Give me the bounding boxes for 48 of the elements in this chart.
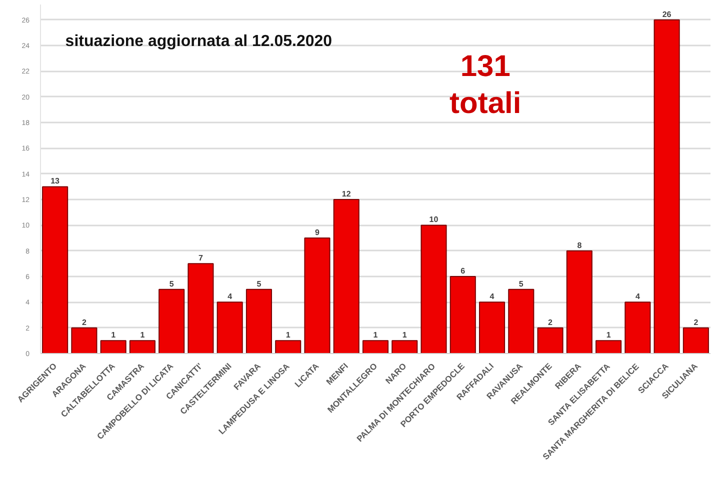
bar: [682, 327, 709, 354]
bar: [596, 340, 622, 354]
bar: [304, 238, 330, 354]
bar: [362, 340, 389, 354]
bar: [42, 186, 68, 354]
data-label: 5: [256, 279, 262, 288]
data-label: 1: [286, 330, 291, 340]
data-label: 4: [635, 292, 640, 302]
data-label: 6: [460, 266, 466, 276]
bar: [188, 263, 214, 354]
bar: [333, 199, 360, 354]
bar: [450, 276, 476, 354]
bar: [420, 224, 447, 354]
bar: [537, 327, 564, 354]
bar: [566, 250, 592, 354]
data-label: 26: [662, 10, 672, 19]
bar: [654, 19, 680, 354]
data-label: 1: [373, 330, 378, 340]
data-label: 8: [577, 240, 582, 250]
data-label: 9: [315, 228, 320, 238]
data-label: 10: [429, 215, 439, 224]
data-label: 1: [111, 330, 116, 340]
bar: [216, 302, 243, 354]
data-label: 4: [490, 292, 495, 302]
data-label: 7: [198, 254, 204, 263]
data-label: 4: [228, 292, 233, 302]
bar: [246, 288, 272, 354]
data-label: 13: [50, 176, 60, 186]
bar: [158, 288, 185, 354]
bar: [624, 302, 651, 354]
annotation: situazione aggiornata al 12.05.2020: [65, 32, 332, 50]
bar: [275, 340, 302, 354]
bar: [392, 340, 418, 354]
data-label: 2: [694, 318, 699, 327]
annotation: 131 totali: [450, 50, 522, 120]
data-label: 12: [342, 190, 352, 199]
bar: [71, 327, 98, 354]
bar: [478, 302, 506, 354]
data-label: 1: [402, 330, 408, 340]
data-label: 2: [82, 318, 87, 327]
data-label: 2: [548, 318, 554, 327]
bar: [100, 340, 126, 354]
bar: [129, 340, 156, 354]
data-label: 1: [140, 330, 146, 340]
data-label: 5: [518, 279, 524, 288]
bar: [508, 288, 534, 354]
data-label: 1: [606, 330, 612, 340]
data-label: 5: [169, 279, 174, 288]
